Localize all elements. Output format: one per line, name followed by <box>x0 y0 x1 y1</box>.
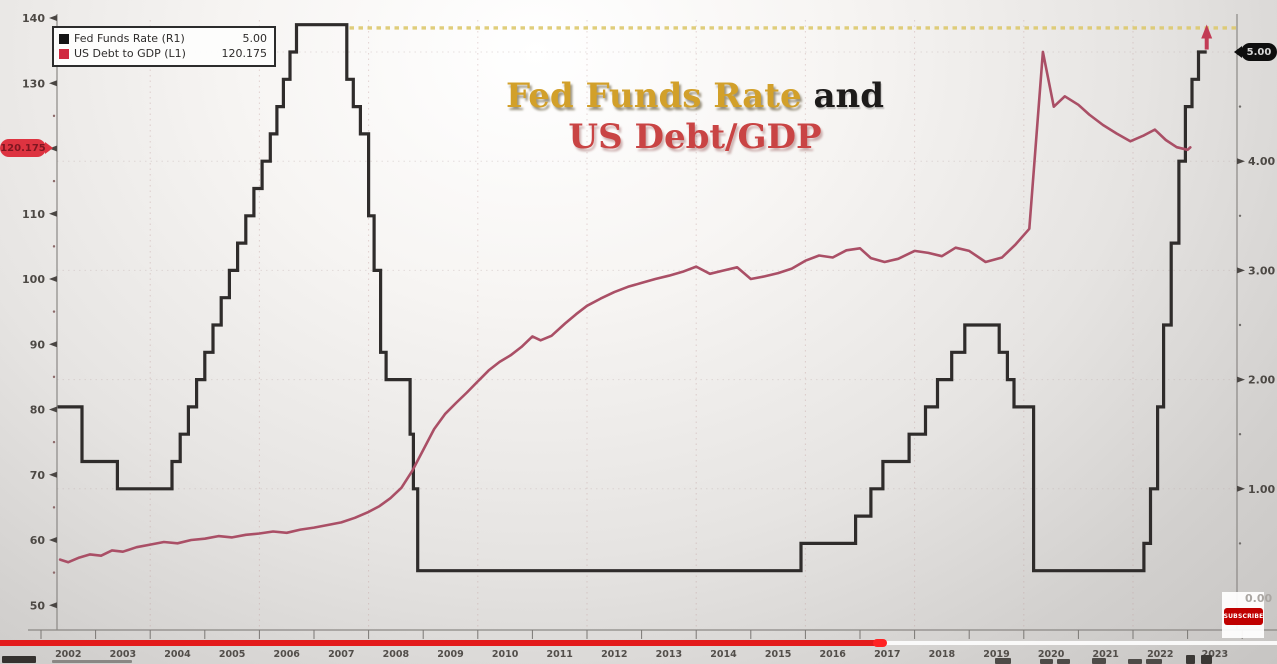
svg-text:2018: 2018 <box>929 649 956 660</box>
svg-text:2008: 2008 <box>383 649 410 660</box>
svg-text:80: 80 <box>30 404 46 417</box>
svg-text:2002: 2002 <box>55 649 81 660</box>
svg-text:140: 140 <box>22 12 45 25</box>
player-text-fragment <box>52 660 132 663</box>
svg-text:2007: 2007 <box>328 649 354 660</box>
x-axis: 2002 2003 2004 2005 2006 2007 2008 2009 2010 2011… <box>40 630 1243 660</box>
rate-arrow-marker <box>1201 24 1213 50</box>
player-settings-icon[interactable] <box>995 658 1011 664</box>
right-axis: 4.00 3.00 2.00 1.00 <box>1237 49 1275 545</box>
chart-legend: Fed Funds Rate (R1) 5.00 US Debt to GDP … <box>52 26 276 67</box>
left-axis-value-badge: 120.175 <box>0 139 53 157</box>
svg-text:3.00: 3.00 <box>1248 264 1275 277</box>
progress-scrubber[interactable] <box>873 639 887 647</box>
svg-text:1.00: 1.00 <box>1248 483 1275 496</box>
debt-gdp-line <box>58 50 1192 564</box>
subscribe-button[interactable]: SUBSCRIBE <box>1224 608 1263 625</box>
title-gold-text: Fed Funds Rate <box>505 76 802 116</box>
svg-text:70: 70 <box>30 469 46 482</box>
svg-text:2003: 2003 <box>110 649 136 660</box>
svg-text:2.00: 2.00 <box>1248 374 1275 387</box>
player-theater-icon[interactable] <box>1092 658 1106 664</box>
svg-text:100: 100 <box>22 273 45 286</box>
svg-text:2013: 2013 <box>656 649 682 660</box>
fed-funds-line <box>57 23 1207 573</box>
svg-text:2011: 2011 <box>546 649 572 660</box>
chart-title: Fed Funds Rate and US Debt/GDP <box>455 76 935 159</box>
svg-text:2004: 2004 <box>164 649 191 660</box>
title-dark-text: and <box>801 76 885 116</box>
video-progress-bar[interactable] <box>0 640 885 646</box>
player-fullscreen-icon[interactable] <box>1186 655 1195 664</box>
svg-text:60: 60 <box>30 534 46 547</box>
svg-text:2019: 2019 <box>983 649 1009 660</box>
right-axis-value-badge: 5.00 <box>1234 43 1277 61</box>
legend-label: Fed Funds Rate (R1) <box>74 32 185 45</box>
svg-text:2012: 2012 <box>601 649 627 660</box>
svg-text:2010: 2010 <box>492 649 519 660</box>
legend-value: 5.00 <box>242 32 268 45</box>
right-axis-zero-label: 0.00 <box>1245 592 1273 605</box>
gridlines <box>57 20 1237 628</box>
svg-text:2021: 2021 <box>1092 649 1118 660</box>
svg-text:130: 130 <box>22 77 45 90</box>
player-miniplayer-icon2[interactable] <box>1057 659 1070 664</box>
svg-text:2015: 2015 <box>765 649 791 660</box>
svg-text:2014: 2014 <box>710 649 737 660</box>
svg-text:2022: 2022 <box>1147 649 1173 660</box>
svg-text:2020: 2020 <box>1038 649 1065 660</box>
left-axis: 140 130 110 100 90 80 70 60 50 <box>22 12 57 612</box>
svg-text:2009: 2009 <box>437 649 463 660</box>
legend-item-debt-gdp: US Debt to GDP (L1) 120.175 <box>59 46 267 61</box>
legend-value: 120.175 <box>221 47 268 60</box>
player-miniplayer-icon[interactable] <box>1040 659 1053 664</box>
chart-title-line1: Fed Funds Rate and <box>455 76 935 117</box>
player-time-fragment <box>2 656 36 663</box>
svg-text:90: 90 <box>30 338 46 351</box>
debt-gdp-swatch-icon <box>59 48 69 59</box>
svg-text:2016: 2016 <box>819 649 846 660</box>
svg-text:110: 110 <box>22 208 45 221</box>
player-fullscreen-icon2[interactable] <box>1201 655 1212 664</box>
chart-title-line2: US Debt/GDP <box>568 117 822 158</box>
svg-text:2017: 2017 <box>874 649 900 660</box>
svg-text:2023: 2023 <box>1202 649 1228 660</box>
svg-text:4.00: 4.00 <box>1248 155 1275 168</box>
svg-text:50: 50 <box>30 599 46 612</box>
fed-funds-swatch-icon <box>59 33 69 44</box>
video-progress-track[interactable] <box>885 641 1277 645</box>
svg-text:2006: 2006 <box>273 649 300 660</box>
axes <box>28 14 1277 631</box>
legend-label: US Debt to GDP (L1) <box>74 47 186 60</box>
player-wide-icon2[interactable] <box>1146 659 1162 664</box>
legend-item-fed-funds: Fed Funds Rate (R1) 5.00 <box>59 31 267 46</box>
svg-text:2005: 2005 <box>219 649 245 660</box>
player-wide-icon[interactable] <box>1128 659 1142 664</box>
